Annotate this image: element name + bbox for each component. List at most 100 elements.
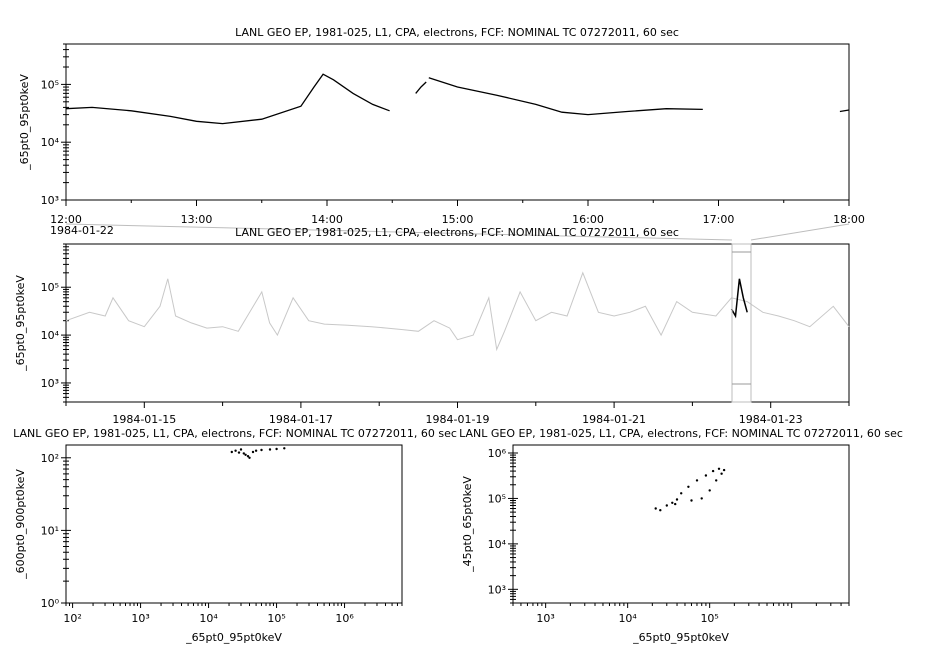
panel-2-x-tick-label: 1984-01-23 xyxy=(739,413,803,426)
panel-4-y-tick-label: 10³ xyxy=(488,583,506,596)
zoom-connector-right xyxy=(750,223,850,241)
panel-3-point xyxy=(260,448,263,452)
panel-1-x-tick-label: 17:00 xyxy=(703,213,735,226)
panel-2-x-tick-label: 1984-01-21 xyxy=(582,413,646,426)
panel-3-y-tick-label: 10² xyxy=(41,452,59,465)
panel-3-point xyxy=(239,448,243,451)
panel-3-x-label: _65pt0_95pt0keV xyxy=(185,631,282,644)
panel-3-ticks: 10⁰ 10¹ 10² 10² 10³ 10⁴ 10⁵ 10⁶ xyxy=(41,452,403,625)
panel-3-point xyxy=(268,448,272,451)
panel-4-point xyxy=(711,469,715,473)
panel-2-y-label: _65pt0_95pt0keV xyxy=(14,275,27,372)
panel-3-y-label: _600pt0_900pt0keV xyxy=(14,469,27,580)
panel-4-y-tick-label: 10⁶ xyxy=(488,447,507,460)
panel-2: LANL GEO EP, 1981-025, L1, CPA, electron… xyxy=(14,226,850,426)
panel-4-point xyxy=(720,472,723,475)
panel-1-title: LANL GEO EP, 1981-025, L1, CPA, electron… xyxy=(235,26,679,39)
panel-4-point xyxy=(704,474,708,477)
panel-3-frame xyxy=(65,444,403,604)
panel-1-y-tick-label: 10³ xyxy=(41,194,59,207)
panel-1: LANL GEO EP, 1981-025, L1, CPA, electron… xyxy=(18,26,865,237)
panel-4-point xyxy=(654,507,657,510)
panel-1-y-tick-label: 10⁴ xyxy=(41,136,60,149)
panel-4-point xyxy=(695,479,699,482)
panel-3-point xyxy=(251,450,255,454)
panel-1-x-tick-label: 15:00 xyxy=(442,213,474,226)
panel-3-point xyxy=(275,447,278,451)
panel-1-series-segment-2 xyxy=(428,77,703,116)
panel-1-x-tick-label: 12:00 xyxy=(50,213,82,226)
panel-3-point xyxy=(230,450,233,454)
panel-4-frame xyxy=(512,444,850,604)
panel-2-series xyxy=(65,271,850,352)
zoom-connector-left xyxy=(65,223,733,241)
panel-3-point xyxy=(248,456,251,459)
panel-2-title: LANL GEO EP, 1981-025, L1, CPA, electron… xyxy=(235,226,679,239)
panel-3-x-tick-label: 10⁶ xyxy=(335,612,354,625)
panel-3: LANL GEO EP, 1981-025, L1, CPA, electron… xyxy=(13,427,457,644)
panel-4-title: LANL GEO EP, 1981-025, L1, CPA, electron… xyxy=(459,427,903,440)
panel-2-zoom-box xyxy=(731,243,752,403)
panel-4-point xyxy=(700,497,703,500)
panel-4-point xyxy=(708,489,711,492)
panel-4-x-label: _65pt0_95pt0keV xyxy=(632,631,729,644)
panel-4-point xyxy=(722,468,726,472)
panel-2-x-tick-label: 1984-01-19 xyxy=(426,413,490,426)
panel-4-x-tick-label: 10⁴ xyxy=(618,612,637,625)
panel-4-point xyxy=(690,499,693,502)
panel-4-x-tick-label: 10³ xyxy=(536,612,554,625)
panel-2-series-line-1 xyxy=(730,278,748,319)
panel-1-frame xyxy=(65,43,850,201)
panel-4-y-label: _45pt0_65pt0keV xyxy=(461,476,474,573)
panel-3-y-tick-label: 10¹ xyxy=(41,524,59,537)
panel-4-point xyxy=(715,479,718,482)
panel-3-x-tick-label: 10⁴ xyxy=(199,612,218,625)
panel-3-x-tick-label: 10⁵ xyxy=(267,612,285,625)
panel-3-y-tick-label: 10⁰ xyxy=(41,597,60,610)
panel-2-y-tick-label: 10⁴ xyxy=(41,329,60,342)
panel-4: LANL GEO EP, 1981-025, L1, CPA, electron… xyxy=(459,427,903,644)
panel-4-point xyxy=(659,509,662,512)
panel-4-y-tick-label: 10⁵ xyxy=(488,492,506,505)
panel-3-point xyxy=(234,449,237,452)
panel-4-point xyxy=(687,485,690,488)
panel-4-point xyxy=(665,504,668,507)
panel-3-x-tick-label: 10³ xyxy=(131,612,149,625)
panel-4-points xyxy=(654,467,726,512)
panel-3-point xyxy=(246,455,250,458)
panel-3-point xyxy=(283,447,286,450)
panel-1-date-label: 1984-01-22 xyxy=(50,224,114,237)
panel-2-series-line-0 xyxy=(65,271,850,352)
panel-1-series-segment-1 xyxy=(415,81,427,94)
panel-1-series-segment-3 xyxy=(839,109,850,113)
panel-1-y-tick-label: 10⁵ xyxy=(41,78,59,91)
panel-3-point xyxy=(242,452,245,455)
panel-3-points xyxy=(230,447,286,459)
panel-4-point xyxy=(675,498,679,501)
panel-3-point xyxy=(254,449,258,452)
panel-1-x-tick-label: 13:00 xyxy=(181,213,213,226)
panel-4-x-tick-label: 10⁵ xyxy=(700,612,718,625)
panel-1-x-tick-label: 18:00 xyxy=(833,213,865,226)
panel-3-point xyxy=(244,453,247,456)
panel-1-x-tick-label: 16:00 xyxy=(572,213,604,226)
panel-1-y-label: _65pt0_95pt0keV xyxy=(18,74,31,171)
panel-2-ticks: 10³ 10⁴ 10⁵ 1984-01-15 1984-01-17 1984-01-19 1… xyxy=(41,243,850,426)
panel-4-point xyxy=(671,501,674,504)
panel-2-y-tick-label: 10⁵ xyxy=(41,281,59,294)
zoom-connector xyxy=(65,223,850,241)
panel-4-point xyxy=(680,492,683,495)
panel-4-point xyxy=(717,467,721,470)
panel-1-series xyxy=(65,73,850,125)
panel-3-x-tick-label: 10² xyxy=(63,612,81,625)
panel-2-y-tick-label: 10³ xyxy=(41,377,59,390)
panel-4-y-tick-label: 10⁴ xyxy=(488,538,507,551)
panel-2-x-tick-label: 1984-01-15 xyxy=(112,413,176,426)
panel-3-title: LANL GEO EP, 1981-025, L1, CPA, electron… xyxy=(13,427,457,440)
panel-3-point xyxy=(237,451,241,454)
panel-4-point xyxy=(674,502,677,506)
panel-1-ticks: 10³ 10⁴ 10⁵ 12:00 13:00 14:00 15:00 16:00 17:00 1… xyxy=(41,43,865,226)
panel-4-ticks: 10³ 10⁴ 10⁵ 10⁶ 10³ 10⁴ 10⁵ xyxy=(488,447,850,625)
panel-2-x-tick-label: 1984-01-17 xyxy=(269,413,333,426)
